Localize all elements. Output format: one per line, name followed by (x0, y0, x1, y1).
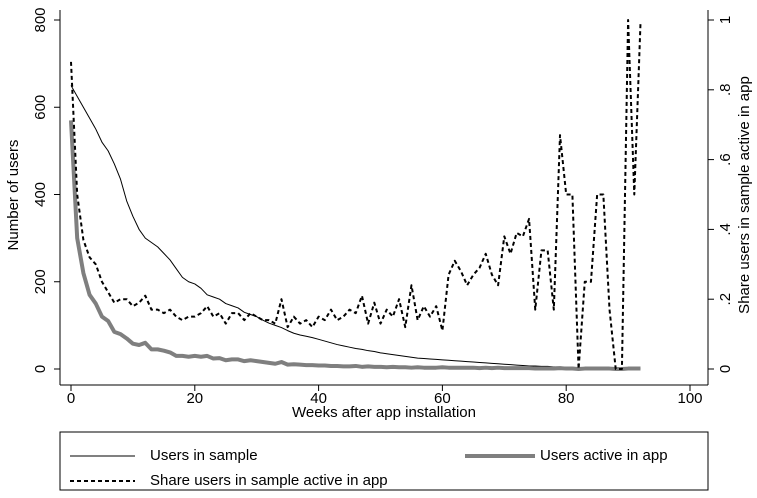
y-tick-label: 0 (32, 365, 49, 373)
series-line (70, 19, 642, 370)
legend-label: Users active in app (540, 447, 668, 464)
y-tick-label: 600 (32, 95, 49, 120)
y2-tick-label: .4 (717, 223, 734, 236)
x-tick-label: 60 (434, 390, 451, 407)
series-line (70, 85, 641, 370)
x-axis-title: Weeks after app installation (292, 404, 476, 421)
y-tick-label: 800 (32, 7, 49, 32)
y2-tick-label: 1 (717, 16, 734, 24)
y-tick-label: 400 (32, 182, 49, 207)
y2-tick-label: 0 (717, 365, 734, 373)
series-line (69, 120, 641, 371)
y2-tick-label: .8 (717, 84, 734, 97)
y-tick-label: 200 (32, 269, 49, 294)
y2-tick-label: .6 (717, 153, 734, 166)
y2-tick-label: .2 (717, 293, 734, 306)
y-axis-title: Number of users (5, 140, 22, 251)
legend-label: Share users in sample active in app (150, 472, 388, 489)
y2-axis-title: Share users in sample active in app (736, 76, 753, 314)
legend-label: Users in sample (150, 447, 258, 464)
x-tick-label: 100 (677, 390, 702, 407)
legend-box (59, 431, 709, 491)
x-tick-label: 80 (558, 390, 575, 407)
x-tick-label: 40 (310, 390, 327, 407)
x-tick-label: 20 (186, 390, 203, 407)
x-tick-label: 0 (67, 390, 75, 407)
